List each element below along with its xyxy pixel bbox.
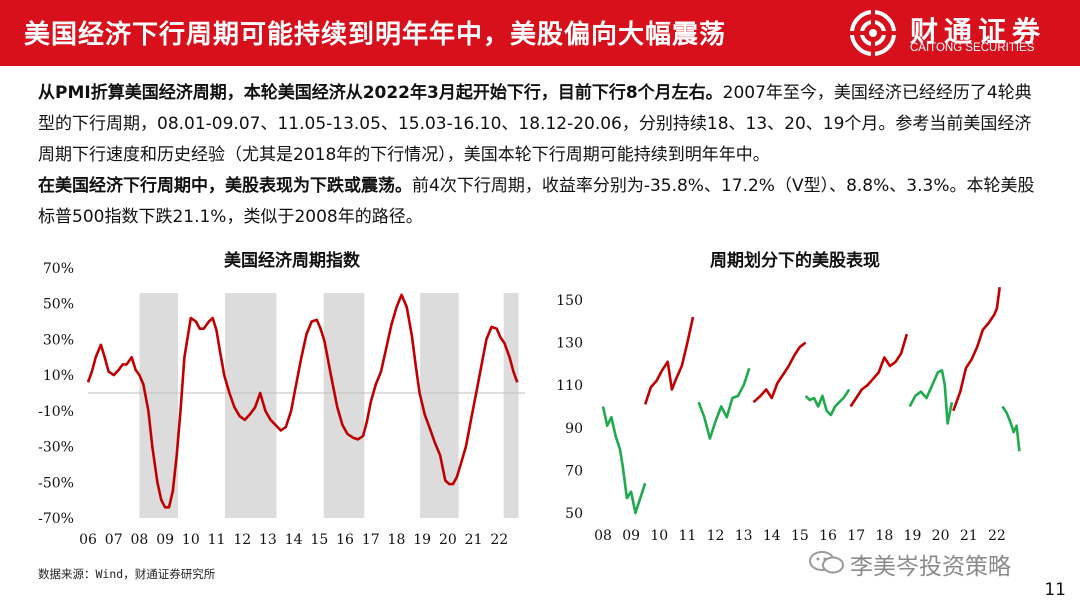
recession-shade (139, 293, 178, 518)
x-tick-label: 22 (988, 528, 1006, 544)
y-tick-label: 10% (43, 368, 74, 384)
y-tick-label: 70% (43, 261, 74, 277)
upcycle-segment-line (752, 341, 807, 404)
x-tick-label: 19 (904, 528, 922, 544)
upcycle-segment-line (643, 316, 695, 405)
x-tick-label: 10 (182, 532, 200, 548)
upcycle-segment-line (952, 287, 1001, 412)
downcycle-segment-line (1001, 405, 1021, 452)
stock-performance-chart-svg: 周期划分下的美股表现 150 130 110 90 70 50 08 09 10 11 12 13 14… (556, 250, 1021, 544)
cycle-index-line (86, 293, 519, 509)
y-tick-label: -10% (38, 404, 74, 420)
economic-cycle-chart-svg: 美国经济周期指数 70% 50% 30% 10% -10% -30% -50% -70% 06 0… (38, 250, 525, 548)
y-tick-label: -30% (38, 440, 74, 456)
y-tick-label: -70% (38, 511, 74, 527)
page-number: 11 (1044, 580, 1066, 600)
x-tick-label: 15 (310, 532, 328, 548)
wechat-icon (809, 551, 844, 574)
x-tick-label: 11 (208, 532, 226, 548)
y-tick-label: 130 (556, 336, 583, 352)
x-tick-label: 20 (439, 532, 457, 548)
x-tick-label: 14 (763, 528, 781, 544)
paragraph-2-text: 前4次下行周期，收益率分别为-35.8%、17.2%（V型）、8.8%、3.3%… (38, 176, 1035, 227)
x-tick-label: 13 (735, 528, 753, 544)
y-tick-label: 70 (565, 463, 583, 479)
company-logo: 财通证券 CAITONG SECURITIES (850, 8, 1050, 58)
x-tick-label: 21 (465, 532, 483, 548)
x-tick-label: 17 (362, 532, 380, 548)
paragraph-1-text: 2007年至今，美国经济已经经历了4轮典型的下行周期，08.01-09.07、1… (38, 83, 1032, 165)
recession-shade (420, 293, 459, 518)
x-tick-label: 13 (259, 532, 277, 548)
x-tick-label: 16 (336, 532, 354, 548)
x-tick-label: 19 (413, 532, 431, 548)
data-source-note: 数据来源：Wind，财通证券研究所 (38, 567, 216, 581)
x-tick-label: 18 (875, 528, 893, 544)
recession-shade (503, 293, 519, 518)
x-tick-label: 06 (79, 532, 97, 548)
y-tick-label: 50 (565, 506, 583, 522)
stock-performance-chart: 周期划分下的美股表现 150 130 110 90 70 50 08 09 10 11 12 13 14… (545, 240, 1045, 560)
logo-name-cn: 财通证券 (910, 15, 1047, 48)
downcycle-segment-line (601, 406, 647, 515)
paragraph-2-lead: 在美国经济下行周期中，美股表现为下跌或震荡。 (38, 176, 412, 196)
y-tick-label: -50% (38, 475, 74, 491)
y-tick-label: 150 (556, 293, 583, 309)
x-tick-label: 08 (594, 528, 612, 544)
wechat-watermark: 李美岑投资策略 (808, 547, 1028, 580)
x-tick-label: 20 (932, 528, 950, 544)
logo-name-en: CAITONG SECURITIES (910, 42, 1035, 54)
page-title: 美国经济下行周期可能持续到明年年中，美股偏向大幅震荡 (24, 20, 727, 50)
x-tick-label: 12 (707, 528, 725, 544)
y-tick-label: 90 (565, 421, 583, 437)
x-tick-label: 07 (105, 532, 123, 548)
y-tick-label: 110 (556, 378, 583, 394)
downcycle-segment-line (697, 367, 751, 440)
x-tick-label: 08 (130, 532, 148, 548)
wechat-account-name: 李美岑投资策略 (850, 554, 1011, 580)
y-tick-label: 30% (43, 332, 74, 348)
economic-cycle-chart: 美国经济周期指数 70% 50% 30% 10% -10% -30% -50% -70% 06 0… (30, 240, 540, 560)
paragraph-1: 从PMI折算美国经济周期，本轮美国经济从2022年3月起开始下行，目前下行8个月… (38, 78, 1048, 171)
body-text: 从PMI折算美国经济周期，本轮美国经济从2022年3月起开始下行，目前下行8个月… (38, 78, 1048, 233)
downcycle-segment-line (804, 388, 851, 417)
x-tick-label: 21 (960, 528, 978, 544)
paragraph-1-lead: 从PMI折算美国经济周期，本轮美国经济从2022年3月起开始下行，目前下行8个月… (38, 83, 723, 103)
x-tick-label: 14 (285, 532, 303, 548)
x-tick-label: 22 (490, 532, 508, 548)
chart-title: 周期划分下的美股表现 (710, 250, 880, 271)
x-tick-label: 15 (791, 528, 809, 544)
x-tick-label: 17 (847, 528, 865, 544)
paragraph-2: 在美国经济下行周期中，美股表现为下跌或震荡。前4次下行周期，收益率分别为-35.… (38, 171, 1048, 233)
x-tick-label: 18 (388, 532, 406, 548)
recession-shade (323, 293, 365, 518)
x-tick-label: 11 (678, 528, 696, 544)
x-tick-label: 09 (622, 528, 640, 544)
logo-icon (850, 10, 896, 56)
chart-title: 美国经济周期指数 (224, 250, 361, 271)
downcycle-segment-line (908, 369, 954, 425)
x-tick-label: 12 (233, 532, 251, 548)
x-tick-label: 16 (819, 528, 837, 544)
header-banner: 美国经济下行周期可能持续到明年年中，美股偏向大幅震荡 财通证券 CAITONG … (0, 0, 1080, 66)
x-tick-label: 10 (650, 528, 668, 544)
y-tick-label: 50% (43, 297, 74, 313)
x-tick-label: 09 (156, 532, 174, 548)
upcycle-segment-line (849, 333, 909, 408)
